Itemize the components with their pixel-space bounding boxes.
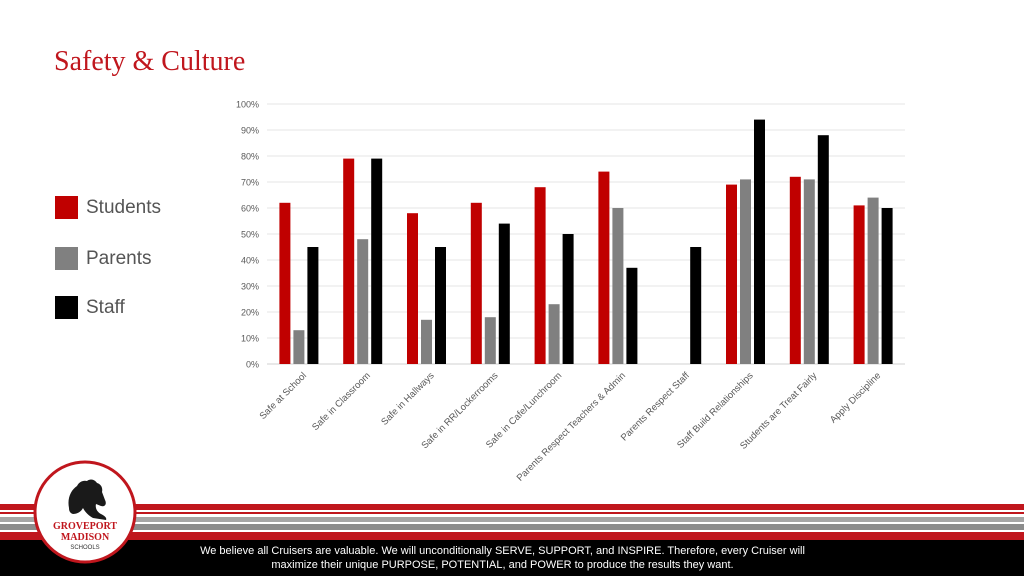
bar-staff bbox=[754, 119, 765, 364]
bar-parents bbox=[484, 317, 496, 364]
bar-students bbox=[534, 187, 546, 364]
bar-parents bbox=[548, 304, 560, 364]
bar-staff bbox=[435, 247, 446, 364]
y-tick-label: 60% bbox=[241, 204, 259, 214]
x-tick-label: Parents Respect Teachers & Admin bbox=[515, 370, 628, 483]
legend-swatch-staff bbox=[55, 296, 78, 319]
bar-chart: 0% 10% 20% 30% 40% 50% 60% 70% 80% 90% 100% Safe at… bbox=[236, 100, 905, 484]
legend-item-parents: Parents bbox=[55, 247, 151, 270]
x-tick-label: Parents Respect Staff bbox=[619, 370, 692, 443]
bar-staff bbox=[817, 135, 829, 364]
y-tick-label: 0% bbox=[246, 360, 259, 370]
x-tick-label: Safe in Hallways bbox=[379, 370, 437, 428]
legend-swatch-parents bbox=[55, 247, 78, 270]
bar-staff bbox=[626, 267, 638, 364]
y-tick-label: 20% bbox=[241, 308, 259, 318]
logo-text-line1: GROVEPORT bbox=[53, 521, 117, 532]
mission-footer bbox=[0, 540, 1024, 576]
bar-parents bbox=[612, 208, 624, 364]
y-tick-label: 10% bbox=[241, 334, 259, 344]
bar-students bbox=[598, 171, 610, 364]
y-tick-label: 50% bbox=[241, 230, 259, 240]
bar-students bbox=[343, 158, 355, 364]
mission-line-2: maximize their unique PURPOSE, POTENTIAL… bbox=[271, 559, 734, 571]
page-title: Safety & Culture bbox=[54, 46, 246, 77]
y-tick-label: 80% bbox=[241, 152, 259, 162]
logo-circle bbox=[33, 460, 137, 564]
bar-students bbox=[407, 213, 418, 364]
bar-staff bbox=[498, 223, 510, 364]
x-tick-label: Apply Discipline bbox=[828, 370, 883, 425]
mission-line-1: We believe all Cruisers are valuable. We… bbox=[200, 545, 805, 557]
school-logo: GROVEPORT MADISON SCHOOLS bbox=[33, 460, 137, 564]
bar-students bbox=[279, 202, 291, 364]
logo-text-line2: MADISON bbox=[61, 532, 110, 543]
horse-icon bbox=[68, 479, 107, 520]
bar-students bbox=[789, 176, 801, 364]
bar-parents bbox=[803, 179, 815, 364]
bar-staff bbox=[307, 247, 319, 364]
y-tick-label: 30% bbox=[241, 282, 259, 292]
bar-parents bbox=[421, 319, 432, 364]
legend-label-students: Students bbox=[86, 196, 161, 218]
y-tick-label: 40% bbox=[241, 256, 259, 266]
bar-staff bbox=[881, 208, 893, 364]
legend-label-parents: Parents bbox=[86, 247, 152, 269]
legend-label-staff: Staff bbox=[86, 296, 125, 318]
legend-item-staff: Staff bbox=[55, 296, 125, 319]
y-tick-label: 90% bbox=[241, 126, 259, 136]
bar-staff bbox=[690, 247, 702, 364]
bar-parents bbox=[357, 239, 369, 364]
mission-statement: We believe all Cruisers are valuable. We… bbox=[160, 544, 845, 572]
bar-staff bbox=[371, 158, 383, 364]
bar-staff bbox=[562, 234, 574, 364]
legend-item-students: Students bbox=[55, 196, 161, 219]
legend-swatch-students bbox=[55, 196, 78, 219]
y-tick-label: 100% bbox=[236, 100, 259, 110]
bar-parents bbox=[740, 179, 751, 364]
x-tick-label: Safe at School bbox=[258, 370, 309, 421]
bar-students bbox=[853, 205, 865, 364]
bar-students bbox=[726, 184, 737, 364]
x-tick-label: Safe in Classroom bbox=[310, 370, 373, 433]
y-tick-label: 70% bbox=[241, 178, 259, 188]
bar-parents bbox=[867, 197, 879, 364]
logo-text-line3: SCHOOLS bbox=[70, 545, 99, 551]
bar-students bbox=[470, 202, 482, 364]
bar-parents bbox=[293, 330, 305, 364]
